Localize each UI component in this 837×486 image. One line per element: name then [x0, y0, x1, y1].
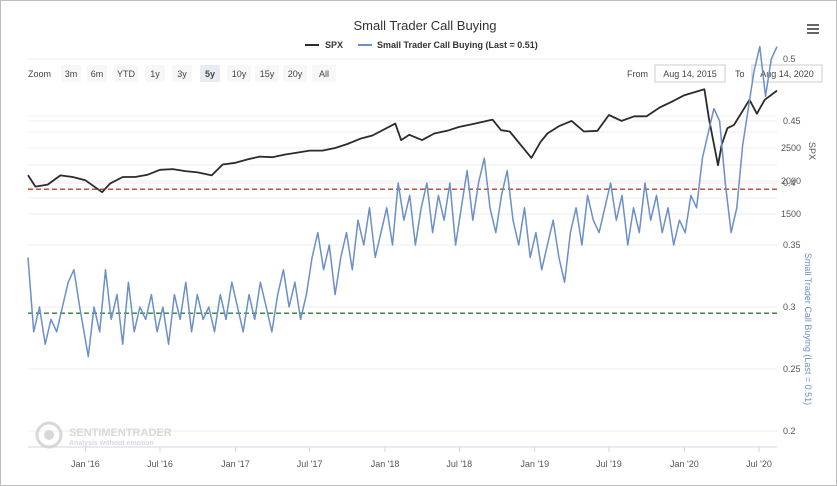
x-tick-label: Jan '19 — [520, 459, 549, 469]
legend-label-call-buying: Small Trader Call Buying (Last = 0.51) — [377, 40, 538, 50]
zoom-button-label: 15y — [260, 69, 275, 79]
zoom-button-label: 1y — [150, 69, 160, 79]
zoom-button-label: 20y — [288, 69, 303, 79]
from-date-box[interactable] — [654, 64, 726, 83]
zoom-button-label: YTD — [117, 69, 136, 79]
chart-title: Small Trader Call Buying — [353, 18, 496, 33]
zoom-button-label: 3y — [177, 69, 187, 79]
x-tick-label: Jan '16 — [71, 459, 100, 469]
spx-axis: 1500 2000 2500 — [781, 143, 801, 219]
spx-tick-label: 2500 — [781, 143, 801, 153]
watermark-name: SENTIMENTRADER — [69, 427, 172, 439]
zoom-label: Zoom — [28, 69, 51, 79]
legend-item-spx[interactable]: SPX — [305, 40, 343, 50]
watermark: SENTIMENTRADER Analysis without emotion — [35, 421, 172, 449]
zoom-button-label: 3m — [65, 69, 78, 79]
reference-lines — [28, 188, 777, 314]
from-label: From — [627, 69, 648, 79]
legend-item-call-buying[interactable]: Small Trader Call Buying (Last = 0.51) — [358, 40, 538, 50]
ratio-tick-label: 0.5 — [783, 54, 796, 64]
legend: SPX Small Trader Call Buying (Last = 0.5… — [305, 40, 538, 50]
ratio-tick-label: 0.25 — [783, 364, 801, 374]
x-tick-label: Jan '18 — [371, 459, 400, 469]
watermark-logo-icon — [35, 421, 63, 449]
watermark-tagline: Analysis without emotion — [69, 440, 154, 447]
spx-tick-label: 2000 — [781, 176, 801, 186]
ratio-tick-label: 0.3 — [783, 302, 796, 312]
zoom-button-6m[interactable]: 6m — [87, 65, 107, 82]
to-label: To — [735, 69, 745, 79]
ratio-tick-label: 0.2 — [783, 426, 796, 436]
zoom-button-label: 5y — [205, 69, 215, 79]
series-line-call-buying — [27, 45, 778, 358]
zoom-button-3y[interactable]: 3y — [172, 65, 192, 82]
from-date-input[interactable]: Aug 14, 2015 — [663, 69, 717, 79]
ratio-tick-label: 0.45 — [783, 116, 801, 126]
ratio-tick-label: 0.4 — [783, 178, 796, 188]
series-line-spx — [27, 88, 778, 194]
ratio-tick-label: 0.35 — [783, 240, 801, 250]
ratio-axis-title: Small Trader Call Buying (Last = 0.51) — [803, 253, 813, 405]
zoom-button-20y[interactable]: 20y — [283, 65, 307, 82]
spx-axis-title: SPX — [807, 142, 817, 160]
x-tick-label: Jul '19 — [596, 459, 622, 469]
zoom-button-label: 10y — [232, 69, 247, 79]
x-tick-label: Jul '18 — [446, 459, 472, 469]
x-tick-label: Jul '17 — [297, 459, 323, 469]
zoom-button-all[interactable]: All — [312, 65, 336, 82]
zoom-button-label: 6m — [91, 69, 104, 79]
zoom-button-5y[interactable]: 5y — [200, 65, 220, 82]
zoom-button-3m[interactable]: 3m — [61, 65, 81, 82]
x-tick-label: Jan '20 — [670, 459, 699, 469]
spx-tick-label: 1500 — [781, 209, 801, 219]
gridlines — [28, 58, 777, 448]
zoom-button-ytd[interactable]: YTD — [114, 65, 138, 82]
x-tick-label: Jan '17 — [221, 459, 250, 469]
ratio-axis: 0.2 0.25 0.3 0.35 0.4 0.45 0.5 — [783, 54, 801, 436]
legend-label-spx: SPX — [325, 40, 343, 50]
x-tick-label: Jul '20 — [746, 459, 772, 469]
zoom-button-1y[interactable]: 1y — [145, 65, 165, 82]
to-date-input[interactable]: Aug 14, 2020 — [760, 69, 814, 79]
series-layer — [27, 45, 778, 358]
zoom-button-group: 3m 6m YTD 1y 3y 5y 10y 15y 20y All — [61, 65, 336, 82]
zoom-button-label: All — [319, 69, 329, 79]
zoom-button-10y[interactable]: 10y — [227, 65, 251, 82]
zoom-button-15y[interactable]: 15y — [255, 65, 279, 82]
x-tick-label: Jul '16 — [147, 459, 173, 469]
x-axis: Jan '16 Jul '16 Jan '17 Jul '17 Jan '18 Jul '… — [71, 447, 772, 469]
hamburger-menu-icon[interactable] — [805, 21, 821, 37]
